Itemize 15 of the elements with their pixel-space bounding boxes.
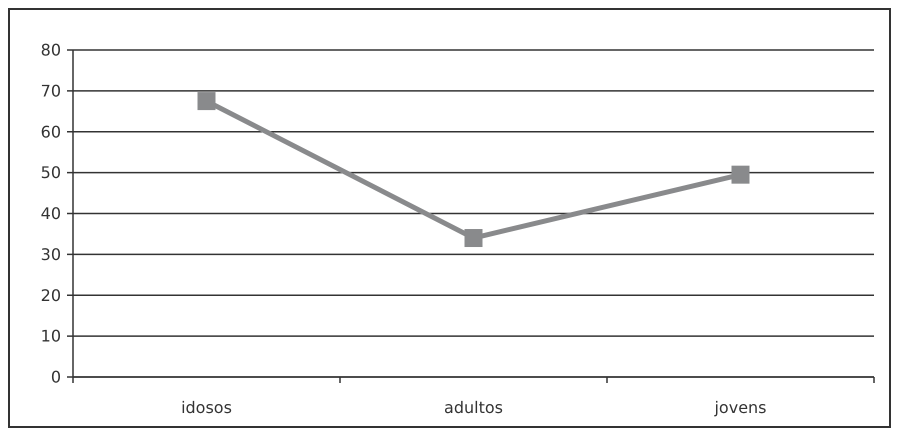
y-tick-label: 0 [50,368,61,387]
y-tick-label: 80 [40,40,61,60]
y-tick-label: 30 [40,244,61,264]
y-tick-label: 60 [40,122,61,142]
x-tick-label: adultos [444,398,503,417]
y-tick-label: 50 [40,163,61,182]
x-tick-label: idosos [181,398,232,417]
point [732,166,750,184]
y-tick-label: 10 [40,326,61,346]
y-tick-label: 70 [40,81,61,100]
x-tick-label: jovens [713,398,767,417]
point [464,229,482,248]
y-tick-label: 20 [40,286,61,305]
y-tick-label: 40 [40,204,61,224]
point [198,92,216,110]
